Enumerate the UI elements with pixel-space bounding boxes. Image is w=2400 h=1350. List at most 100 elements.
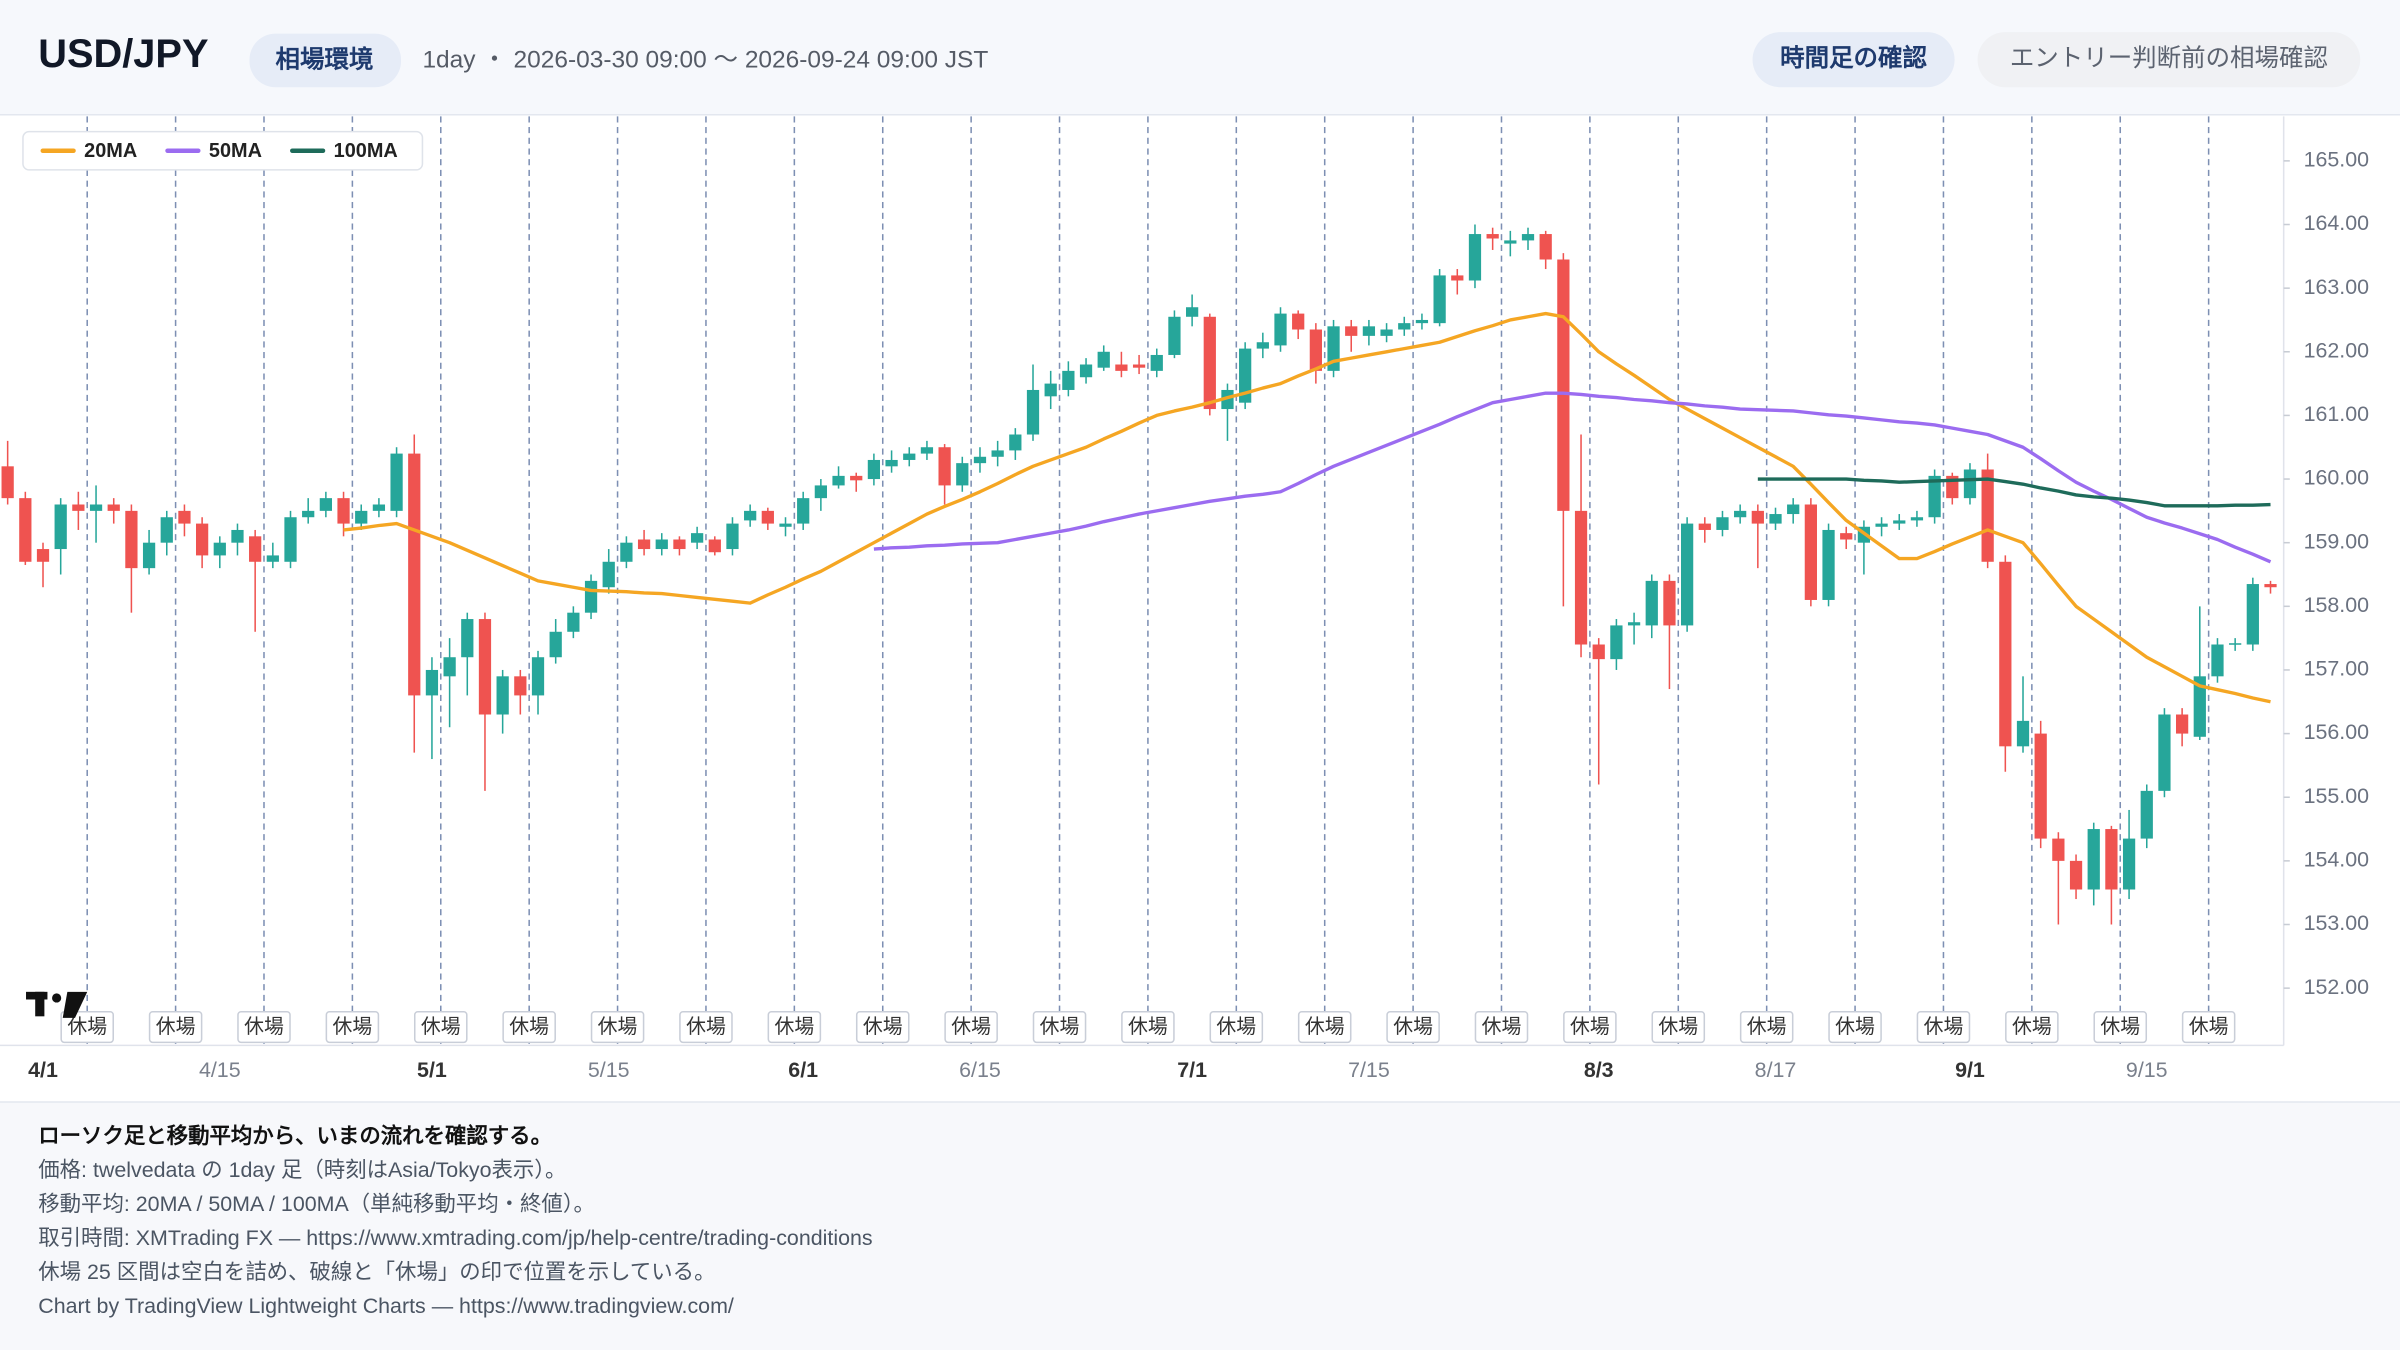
candle-body [1875, 523, 1888, 527]
closed-badge [855, 1010, 910, 1044]
y-tick-label: 158.00 [2304, 593, 2370, 617]
candle-body [549, 631, 562, 658]
closed-label: 休場 [509, 1016, 549, 1038]
closed-label: 休場 [1482, 1016, 1522, 1038]
candle-body [1663, 580, 1676, 626]
closed-badge [1916, 1010, 1971, 1044]
y-tick-label: 159.00 [2304, 529, 2370, 553]
candle-body [1345, 326, 1358, 336]
candle-body [2193, 676, 2206, 737]
candle-body [461, 619, 474, 658]
candle-body [655, 539, 668, 550]
candle-body [355, 510, 368, 524]
x-tick-label: 5/15 [588, 1058, 630, 1082]
chart-background [0, 116, 2400, 1103]
candle-body [1026, 389, 1040, 435]
candle-body [1185, 307, 1199, 317]
y-tick-label: 165.00 [2304, 148, 2370, 172]
button[interactable]: エントリー判断前の相場確認 [2010, 44, 2328, 72]
note: 休場 25 区間は空白を詰め、破線と「休場」の印で位置を示している。 [38, 1260, 715, 1284]
x-tick-label: 7/1 [1177, 1058, 1207, 1082]
legend-label: 50MA [209, 140, 262, 162]
range-subtitle: 1day ・ 2026-03-30 09:00 〜 2026-09-24 09:… [422, 47, 988, 74]
candle-body [903, 453, 916, 460]
candle-body [1044, 383, 1057, 397]
closed-badge [148, 1010, 203, 1044]
x-tick-label: 6/1 [788, 1058, 818, 1082]
candle-body [1539, 234, 1552, 260]
note: 移動平均: 20MA / 50MA / 100MA（単純移動平均・終値）。 [38, 1192, 595, 1216]
button-background[interactable] [1977, 32, 2361, 88]
candle-body [19, 498, 32, 562]
candle-body [1751, 510, 1764, 524]
candle-body [337, 498, 350, 524]
closed-label: 休場 [244, 1016, 284, 1038]
y-tick-label: 162.00 [2304, 338, 2370, 362]
closed-label: 休場 [2012, 1016, 2052, 1038]
notes: ローソク足と移動平均から、いまの流れを確認する。価格: twelvedata の… [38, 1123, 872, 1318]
y-tick-label: 160.00 [2304, 466, 2370, 490]
candle-body [1963, 469, 1977, 499]
candle-body [142, 542, 156, 569]
candle-body [2122, 838, 2136, 890]
candle-body [1893, 520, 1906, 524]
note: 価格: twelvedata の 1day 足（時刻はAsia/Tokyo表示）… [38, 1158, 566, 1182]
candle-body [1115, 364, 1128, 371]
closed-label: 休場 [1216, 1016, 1256, 1038]
candle-body [885, 459, 898, 467]
closed-badge [502, 1010, 556, 1044]
candle-body [1769, 514, 1782, 524]
candle-body [850, 475, 863, 481]
candle-body [1062, 370, 1075, 390]
closed-badge [1297, 1010, 1352, 1044]
closed-label: 休場 [333, 1016, 373, 1038]
candle-body [1274, 313, 1287, 346]
candle-body [178, 510, 191, 524]
candle-body [1804, 504, 1817, 600]
badge: 相場環境 [276, 45, 374, 74]
candle-body [302, 510, 315, 518]
symbol-title: USD/JPY [38, 32, 208, 76]
candle-body [1822, 529, 1835, 600]
closed-badge [679, 1010, 733, 1044]
candle-body [72, 504, 85, 511]
button[interactable]: 時間足の確認 [1780, 43, 1927, 72]
candle-body [2140, 790, 2153, 839]
y-tick-label: 164.00 [2304, 211, 2370, 235]
x-tick-label: 9/15 [2126, 1058, 2168, 1082]
closed-label: 休場 [67, 1016, 107, 1038]
candle-body [1451, 275, 1464, 281]
closed-label: 休場 [1747, 1016, 1787, 1038]
legend: 20MA 50MA 100MA [40, 140, 398, 162]
closed-badge [237, 1010, 291, 1044]
closed-badge [1474, 1010, 1529, 1044]
candle-body [2264, 584, 2277, 588]
closed-label: 休場 [774, 1016, 814, 1038]
closed-label: 休場 [1040, 1016, 1080, 1038]
candle-body [1840, 533, 1853, 540]
candle-body [938, 447, 951, 486]
candle-body [1150, 354, 1163, 371]
x-tick-label: 4/15 [199, 1058, 241, 1082]
candle-body [1168, 316, 1181, 355]
closed-badge [1563, 1010, 1617, 1044]
candle-body [1698, 523, 1711, 530]
closed-badge [1032, 1010, 1087, 1044]
candle-body [2052, 838, 2065, 861]
closed-label: 休場 [156, 1016, 196, 1038]
closed-badge [1121, 1010, 1175, 1044]
closed-label: 休場 [1570, 1016, 1610, 1038]
y-tick-label: 154.00 [2304, 848, 2370, 872]
candle-body [1592, 644, 1605, 660]
candle-body [1734, 510, 1747, 518]
candle-body [956, 463, 969, 486]
candle-body [673, 539, 686, 550]
candle-body [1486, 234, 1499, 239]
x-tick-label: 4/1 [28, 1058, 58, 1082]
note: Chart by TradingView Lightweight Charts … [38, 1294, 734, 1318]
candle-body [478, 619, 492, 715]
button-background[interactable] [1752, 32, 1955, 88]
candle-body [2069, 860, 2083, 890]
